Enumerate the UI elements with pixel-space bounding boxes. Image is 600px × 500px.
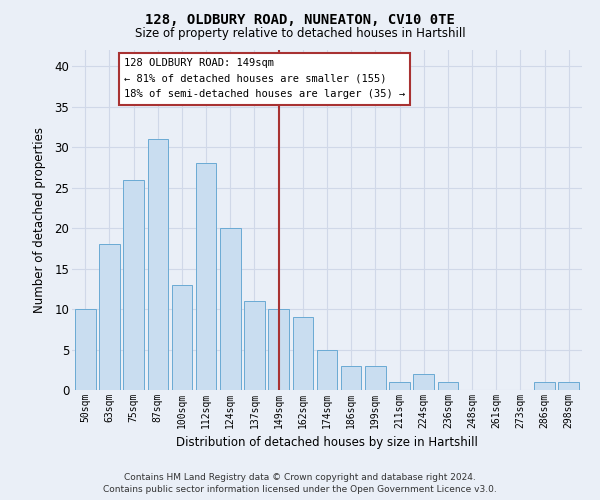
Text: Size of property relative to detached houses in Hartshill: Size of property relative to detached ho… [134, 28, 466, 40]
X-axis label: Distribution of detached houses by size in Hartshill: Distribution of detached houses by size … [176, 436, 478, 450]
Bar [534, 382, 555, 390]
Bar [413, 374, 434, 390]
Text: Contains HM Land Registry data © Crown copyright and database right 2024.
Contai: Contains HM Land Registry data © Crown c… [103, 472, 497, 494]
Y-axis label: Number of detached properties: Number of detached properties [33, 127, 46, 313]
Bar [196, 164, 217, 390]
Bar [220, 228, 241, 390]
Text: 128 OLDBURY ROAD: 149sqm
← 81% of detached houses are smaller (155)
18% of semi-: 128 OLDBURY ROAD: 149sqm ← 81% of detach… [124, 58, 405, 100]
Bar [559, 382, 579, 390]
Bar [99, 244, 120, 390]
Bar [365, 366, 386, 390]
Bar [268, 309, 289, 390]
Bar [293, 317, 313, 390]
Bar [124, 180, 144, 390]
Bar [341, 366, 361, 390]
Bar [75, 309, 95, 390]
Bar [244, 301, 265, 390]
Bar [389, 382, 410, 390]
Bar [172, 285, 192, 390]
Bar [437, 382, 458, 390]
Bar [148, 139, 168, 390]
Text: 128, OLDBURY ROAD, NUNEATON, CV10 0TE: 128, OLDBURY ROAD, NUNEATON, CV10 0TE [145, 12, 455, 26]
Bar [317, 350, 337, 390]
